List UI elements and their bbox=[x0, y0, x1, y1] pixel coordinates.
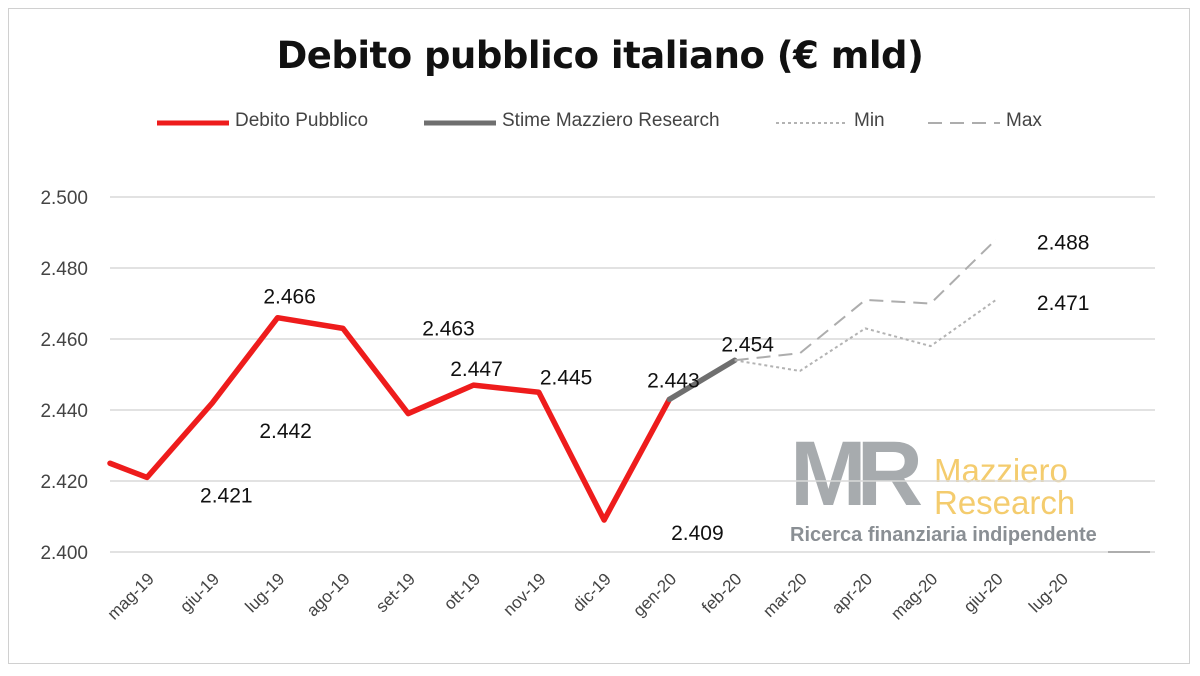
watermark-logo: MR Mazziero Research Ricerca finanziaria… bbox=[790, 428, 1120, 558]
data-labels: 2.421 2.442 2.466 2.463 2.447 2.445 2.409 2.443… bbox=[200, 232, 1089, 545]
legend-swatch-debito-pubblico bbox=[154, 114, 232, 128]
watermark-tagline: Ricerca finanziaria indipendente bbox=[790, 524, 1097, 546]
x-tick-label: lug-19 bbox=[242, 569, 289, 616]
legend-item-max: Max bbox=[928, 106, 1042, 136]
data-label: 2.454 bbox=[721, 333, 774, 356]
data-label: 2.442 bbox=[259, 420, 312, 443]
x-tick-label: apr-20 bbox=[828, 569, 876, 617]
data-label: 2.421 bbox=[200, 484, 253, 507]
series-line-stime-mazziero-research bbox=[666, 357, 738, 403]
y-axis-ticks: 2.400 2.420 2.440 2.460 2.480 2.500 bbox=[40, 188, 88, 564]
data-label: 2.443 bbox=[647, 369, 700, 392]
x-tick-label: feb-20 bbox=[698, 569, 746, 617]
chart-title: Debito pubblico italiano (€ mld) bbox=[276, 34, 924, 77]
x-axis-ticks: mag-19 giu-19 lug-19 ago-19 set-19 ott-19 nov-… bbox=[104, 569, 1072, 623]
x-tick-label: mag-19 bbox=[104, 569, 158, 623]
data-label: 2.463 bbox=[422, 317, 475, 340]
watermark-name-line1: Mazziero bbox=[934, 452, 1068, 489]
data-label: 2.471 bbox=[1037, 292, 1090, 315]
legend-swatch-max bbox=[928, 114, 1000, 128]
data-label: 2.445 bbox=[540, 366, 593, 389]
y-tick-label: 2.420 bbox=[40, 472, 88, 493]
chart-frame bbox=[8, 8, 1190, 664]
x-tick-label: giu-19 bbox=[176, 569, 223, 616]
legend-label-max: Max bbox=[1006, 110, 1042, 131]
x-tick-label: dic-19 bbox=[569, 569, 615, 615]
data-label: 2.488 bbox=[1037, 232, 1090, 255]
x-tick-label: mag-20 bbox=[887, 569, 941, 623]
legend-swatch-min bbox=[776, 114, 848, 128]
legend-swatch-stime bbox=[421, 114, 499, 128]
x-tick-label: mar-20 bbox=[759, 569, 811, 621]
series-line-debito-pubblico bbox=[107, 314, 673, 523]
y-tick-label: 2.500 bbox=[40, 188, 88, 209]
data-label: 2.466 bbox=[263, 286, 316, 309]
grid-lines bbox=[110, 196, 1155, 553]
data-label: 2.409 bbox=[671, 522, 724, 545]
x-tick-label: set-19 bbox=[372, 569, 419, 616]
x-tick-label: giu-20 bbox=[960, 569, 1007, 616]
series-lines bbox=[107, 238, 1150, 553]
x-tick-label: ott-19 bbox=[440, 569, 484, 613]
watermark-letters: MR bbox=[790, 423, 923, 525]
legend-label-stime: Stime Mazziero Research bbox=[502, 110, 720, 131]
x-tick-label: ago-19 bbox=[303, 569, 354, 620]
y-tick-label: 2.460 bbox=[40, 330, 88, 351]
legend-item-debito-pubblico: Debito Pubblico bbox=[154, 106, 369, 136]
x-tick-label: lug-20 bbox=[1025, 569, 1072, 616]
legend-label-debito-pubblico: Debito Pubblico bbox=[235, 110, 369, 131]
y-tick-label: 2.480 bbox=[40, 259, 88, 280]
data-label: 2.447 bbox=[450, 358, 503, 381]
series-line-max bbox=[734, 238, 997, 362]
legend-item-stime: Stime Mazziero Research bbox=[421, 106, 720, 136]
watermark-name-line2: Research bbox=[934, 484, 1076, 521]
y-tick-label: 2.440 bbox=[40, 401, 88, 422]
chart-legend: Debito Pubblico Stime Mazziero Research … bbox=[0, 106, 1200, 136]
x-tick-label: gen-20 bbox=[629, 569, 680, 620]
legend-item-min: Min bbox=[776, 106, 885, 136]
x-tick-label: nov-19 bbox=[499, 569, 549, 619]
legend-label-min: Min bbox=[854, 110, 885, 131]
y-tick-label: 2.400 bbox=[40, 543, 88, 564]
